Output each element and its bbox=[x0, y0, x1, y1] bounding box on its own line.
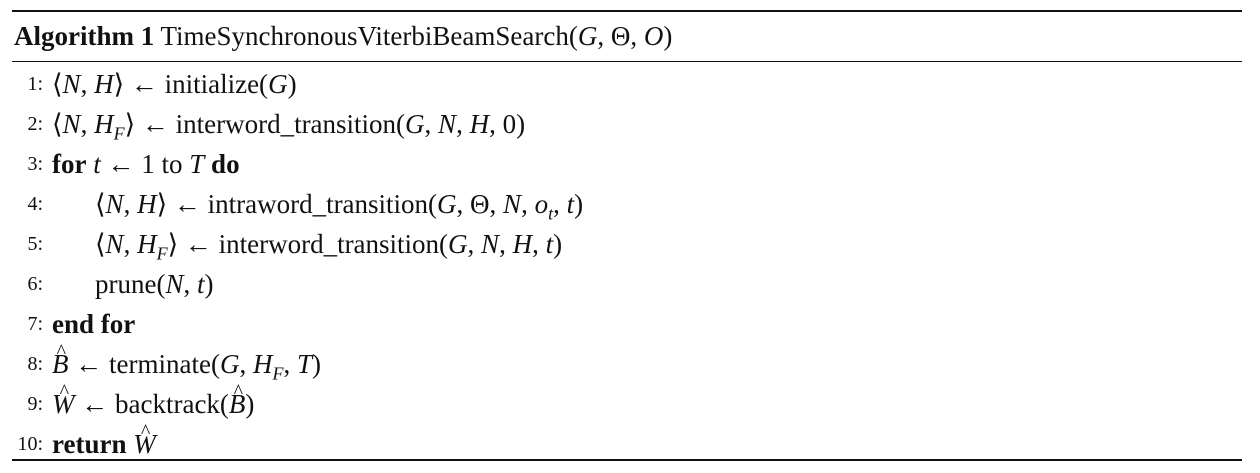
algorithm-line: 1: ⟨N, H⟩ ← initialize(G) bbox=[12, 64, 1242, 104]
line-code: ⟨N, HF⟩ ← interword_transition(G, N, H, … bbox=[52, 109, 526, 144]
line-number: 9: bbox=[27, 393, 43, 415]
line-number: 2: bbox=[27, 113, 43, 135]
line-number: 4: bbox=[27, 193, 43, 215]
line-number: 6: bbox=[27, 273, 43, 295]
line-number: 10: bbox=[17, 433, 43, 455]
line-code: ⟨N, H⟩ ← intraword_transition(G, Θ, N, o… bbox=[95, 189, 584, 224]
line-code: W ← backtrack(B) bbox=[52, 384, 254, 424]
algorithm-block: Algorithm 1 TimeSynchronousViterbiBeamSe… bbox=[12, 10, 1242, 462]
line-number: 1: bbox=[27, 73, 43, 95]
algorithm-line: 3: for t ← 1 to T do bbox=[12, 144, 1242, 184]
line-number: 7: bbox=[27, 313, 43, 335]
line-code: ⟨N, HF⟩ ← interword_transition(G, N, H, … bbox=[95, 229, 563, 264]
header-rule bbox=[12, 61, 1242, 62]
algorithm-line: 7: end for bbox=[12, 304, 1242, 344]
top-rule bbox=[12, 10, 1242, 12]
line-number: 3: bbox=[27, 153, 43, 175]
algorithm-line: 2: ⟨N, HF⟩ ← interword_transition(G, N, … bbox=[12, 104, 1242, 144]
algorithm-line: 6: prune(N, t) bbox=[12, 264, 1242, 304]
algorithm-name: TimeSynchronousViterbiBeamSearch bbox=[160, 21, 569, 51]
algorithm-line: 4: ⟨N, H⟩ ← intraword_transition(G, Θ, N… bbox=[12, 184, 1242, 224]
algorithm-line: 8: B ← terminate(G, HF, T) bbox=[12, 344, 1242, 384]
line-code: B ← terminate(G, HF, T) bbox=[52, 344, 321, 384]
algorithm-line: 10: return W bbox=[12, 424, 1242, 464]
line-code: for t ← 1 to T do bbox=[52, 149, 240, 179]
line-code: return W bbox=[52, 424, 156, 464]
line-code: prune(N, t) bbox=[95, 269, 214, 299]
line-code: ⟨N, H⟩ ← initialize(G) bbox=[52, 69, 297, 99]
line-number: 8: bbox=[27, 353, 43, 375]
algorithm-line: 9: W ← backtrack(B) bbox=[12, 384, 1242, 424]
algorithm-header: Algorithm 1 TimeSynchronousViterbiBeamSe… bbox=[14, 15, 672, 57]
bottom-rule bbox=[12, 459, 1242, 461]
algorithm-label: Algorithm 1 bbox=[14, 21, 155, 51]
line-number: 5: bbox=[27, 233, 43, 255]
algorithm-params: (G, Θ, O) bbox=[568, 21, 673, 51]
algorithm-body: 1: ⟨N, H⟩ ← initialize(G) 2: ⟨N, HF⟩ ← i… bbox=[12, 64, 1242, 464]
algorithm-line: 5: ⟨N, HF⟩ ← interword_transition(G, N, … bbox=[12, 224, 1242, 264]
